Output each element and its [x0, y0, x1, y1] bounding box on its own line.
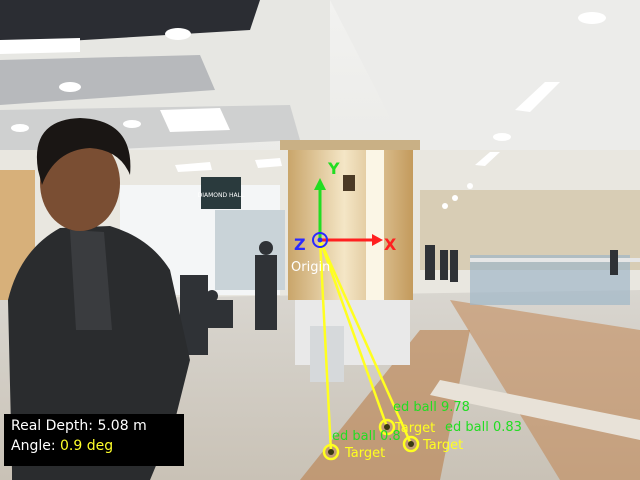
z-axis-circle [312, 232, 328, 248]
track-line [318, 239, 389, 428]
hall-sign: DIAMOND HALL [198, 192, 245, 199]
depth-label: Real Depth: [11, 418, 93, 434]
target-ring [322, 443, 340, 461]
target-dot [384, 424, 390, 430]
tracking-lines [318, 239, 413, 453]
coordinate-axes: X Y Z Origin [291, 159, 397, 275]
angle-label: Angle: [11, 438, 56, 454]
detection-label: ed ball 9.78 [393, 400, 470, 415]
info-panel: Real Depth: 5.08 m Angle: 0.9 deg [4, 414, 184, 466]
target-label: Target [344, 446, 385, 461]
angle-row: Angle: 0.9 deg [11, 436, 184, 456]
y-axis-arrowhead [314, 178, 326, 190]
origin-label: Origin [291, 260, 330, 275]
target-dot [408, 441, 414, 447]
z-axis-label: Z [294, 235, 306, 254]
target-label: Target [394, 421, 435, 436]
z-axis-dot [317, 237, 323, 243]
depth-row: Real Depth: 5.08 m [11, 416, 184, 436]
x-axis-arrowhead [372, 234, 383, 246]
target-label: Target [422, 438, 463, 453]
depth-value: 5.08 m [97, 418, 147, 434]
track-line [318, 239, 413, 445]
target-ring [402, 435, 420, 453]
detection-label: ed ball 0.83 [445, 420, 522, 435]
target-ring [378, 418, 396, 436]
target-dot [328, 449, 334, 455]
track-line [318, 239, 333, 453]
x-axis-label: X [384, 235, 397, 254]
angle-value: 0.9 deg [60, 438, 114, 454]
detection-label: ed ball 0.8 [332, 429, 401, 444]
y-axis-label: Y [327, 159, 340, 178]
